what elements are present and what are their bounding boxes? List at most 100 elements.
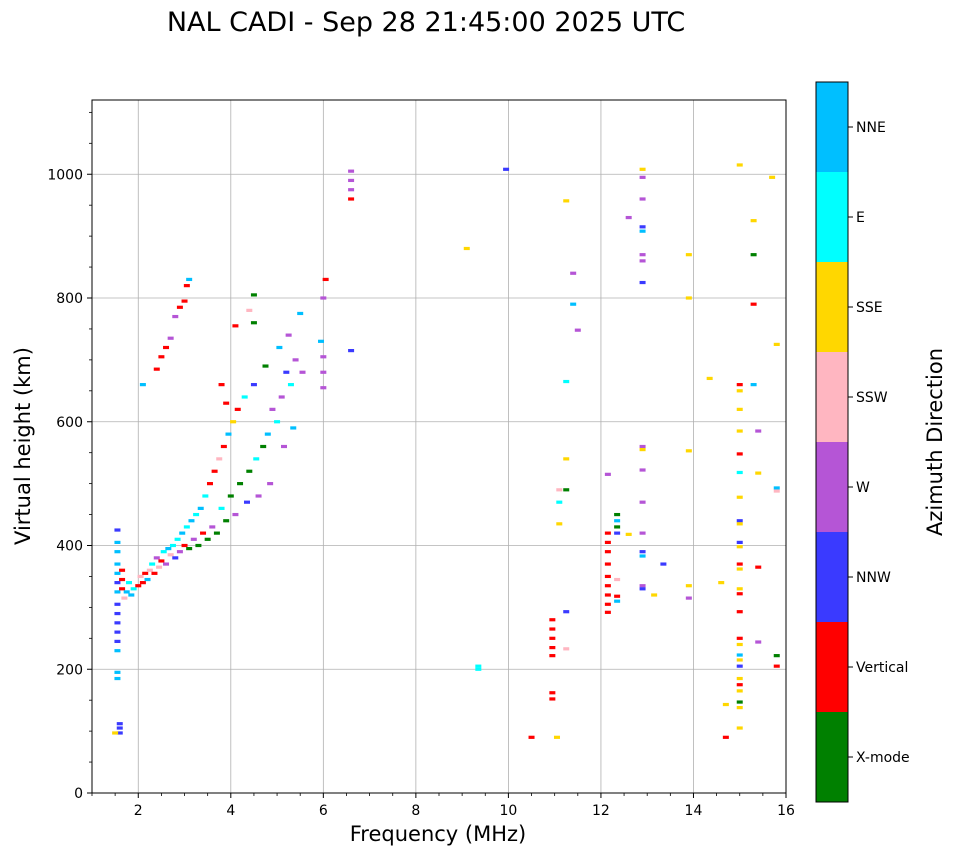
data-point [320,370,327,374]
data-point [167,336,174,340]
data-point [556,500,563,504]
y-tick-label: 600 [56,415,83,431]
data-point [116,726,123,730]
data-point [163,345,170,350]
data-point [114,611,121,616]
colorbar-segment [816,172,848,262]
data-point [614,531,621,535]
data-point [475,667,482,671]
data-point [220,444,227,449]
data-point [172,314,179,319]
data-point [114,528,121,532]
data-point [211,469,218,473]
data-point [736,163,743,167]
data-point [112,731,119,735]
y-tick-label: 200 [56,662,83,678]
data-point [773,342,780,347]
data-point [736,658,743,662]
data-point [639,197,646,201]
data-point [604,540,611,545]
data-point [114,571,121,575]
data-point [604,531,611,535]
data-point [216,457,223,461]
data-point [169,543,176,548]
x-tick-label: 16 [777,803,795,819]
data-point [218,383,225,387]
data-point [255,494,262,498]
data-point [269,407,276,411]
data-point [230,420,237,424]
data-point [234,407,241,411]
data-point [639,175,646,179]
data-point [736,664,743,668]
data-point [202,494,209,498]
data-point [114,676,121,681]
data-point [549,654,556,658]
data-point [156,565,163,569]
data-point [639,554,646,558]
data-point [285,333,292,337]
data-point [736,470,743,475]
data-point [604,610,611,614]
data-point [287,383,294,387]
data-point [614,519,621,523]
data-point [463,246,470,251]
data-point [153,556,160,560]
colorbar-segment [816,532,848,622]
data-point [736,700,743,704]
data-point [736,540,743,545]
colorbar-tick-label: NNW [856,570,891,586]
data-point [232,512,239,517]
data-point [639,444,646,449]
data-point [549,697,556,701]
data-point [114,540,121,545]
colorbar-tick-label: SSE [856,300,883,316]
data-point [549,691,556,695]
x-tick-label: 8 [411,803,420,819]
data-point [186,546,193,551]
data-point [639,584,646,588]
data-point [292,358,299,362]
data-point [195,543,202,548]
data-point [639,531,646,535]
data-point [736,389,743,393]
data-point [139,383,146,387]
data-point [290,426,297,430]
data-point [614,577,621,582]
data-point [142,571,149,575]
data-point [128,593,135,597]
data-point [736,452,743,456]
data-point [135,584,142,588]
data-point [736,706,743,710]
data-point [718,581,725,585]
colorbar-tick-label: X-mode [856,750,910,766]
data-point [114,670,121,674]
data-point [563,647,570,651]
data-point [639,447,646,452]
colorbar-tick-label: W [856,480,870,496]
data-point [158,355,165,359]
data-point [773,664,780,668]
data-point [209,525,216,529]
data-point [475,664,482,668]
data-point [174,537,181,541]
data-point [722,702,729,707]
data-point [114,590,121,594]
data-point [348,188,355,192]
data-point [183,284,190,288]
data-point [736,689,743,693]
data-point [246,469,253,473]
data-point [639,253,646,257]
data-point [625,215,632,220]
data-point [227,494,234,498]
data-point [318,339,325,343]
x-axis-label: Frequency (MHz) [350,822,526,846]
data-point [241,395,248,399]
data-point [114,602,121,606]
x-tick-label: 6 [319,803,328,819]
data-point [225,432,232,436]
data-point [250,293,257,297]
data-point [736,429,743,433]
data-point [348,169,355,173]
